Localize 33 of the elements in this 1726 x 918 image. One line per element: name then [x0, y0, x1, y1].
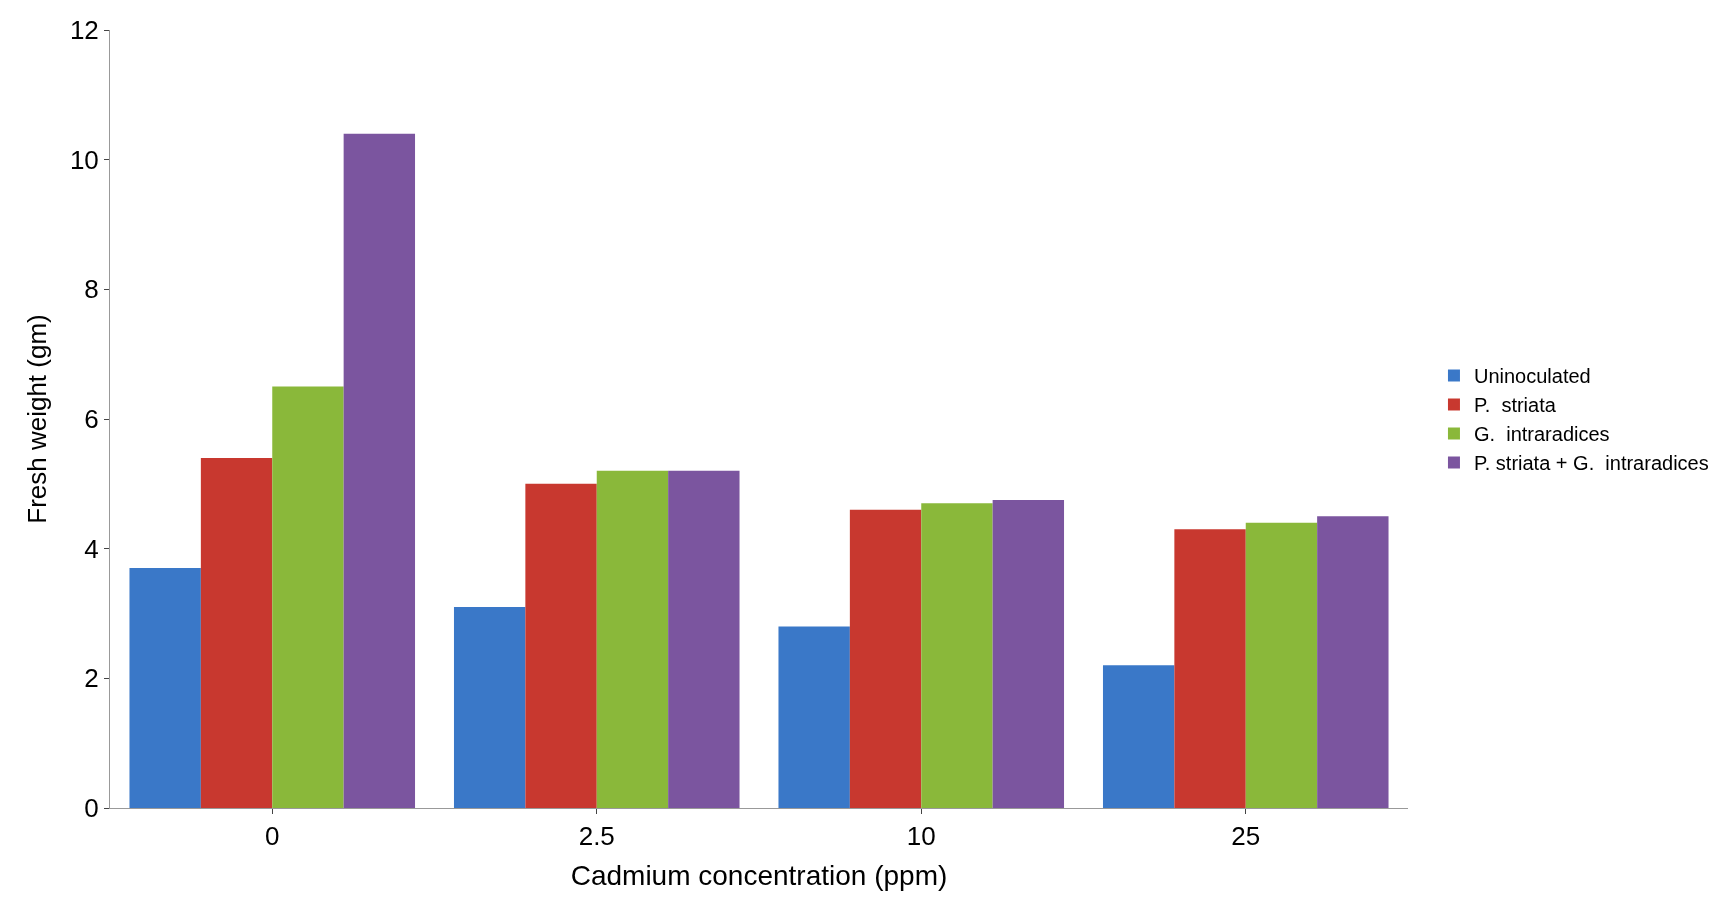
bar	[1174, 529, 1246, 808]
y-tick-label: 12	[69, 15, 99, 46]
bar	[272, 386, 344, 808]
x-tick-label: 10	[906, 821, 936, 852]
x-tick-label: 25	[1231, 821, 1261, 852]
bar	[992, 500, 1065, 808]
bar	[525, 483, 597, 808]
bar	[453, 607, 526, 808]
bar	[596, 470, 669, 808]
y-tick-label: 10	[69, 144, 99, 175]
bar	[129, 568, 201, 808]
bar	[1245, 522, 1318, 808]
legend-label: P. striata + G. intraradices	[1473, 452, 1709, 475]
y-tick-label: 0	[84, 793, 99, 824]
x-tick-label: 2.5	[578, 821, 615, 852]
y-axis-title: Fresh weight (gm)	[22, 314, 53, 524]
bar	[668, 470, 740, 808]
legend-label: P. striata	[1473, 394, 1557, 417]
bar	[849, 509, 922, 808]
legend-label: G. intraradices	[1473, 423, 1610, 446]
legend-label: Uninoculated	[1473, 365, 1591, 388]
bar	[200, 457, 273, 808]
bar	[1102, 665, 1175, 808]
bar	[778, 626, 850, 808]
bar	[1317, 516, 1389, 808]
bar	[343, 133, 416, 808]
bar	[921, 503, 993, 808]
y-tick-label: 2	[84, 663, 99, 694]
x-axis-title: Cadmium concentration (ppm)	[570, 860, 948, 892]
y-tick-label: 8	[84, 274, 99, 305]
x-tick-label: 0	[265, 821, 280, 852]
y-tick-label: 4	[84, 533, 99, 564]
y-tick-label: 6	[84, 404, 99, 435]
